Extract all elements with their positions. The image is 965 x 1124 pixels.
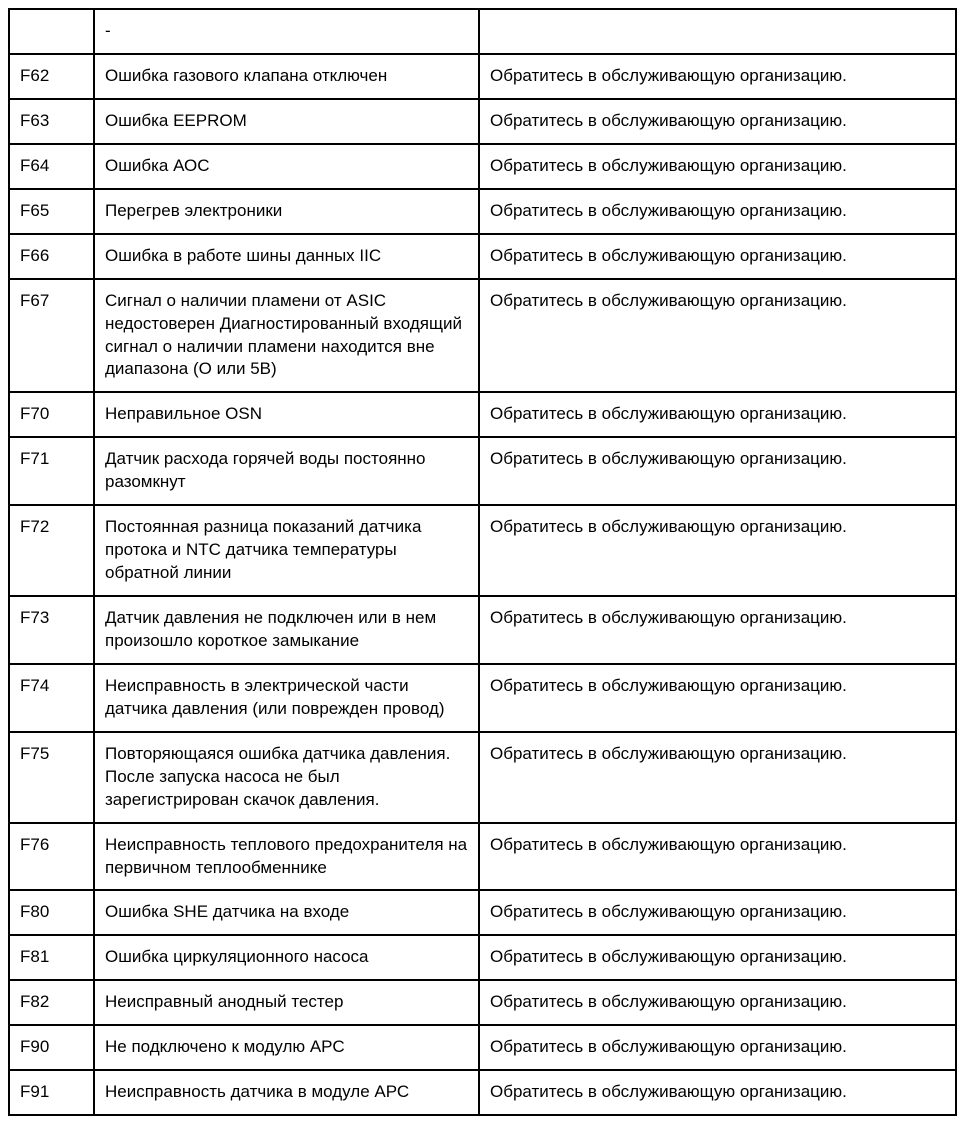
table-row: F66Ошибка в работе шины данных IICОбрати… (9, 234, 956, 279)
error-action-cell: Обратитесь в обслуживающую организацию. (479, 1025, 956, 1070)
error-action-cell: Обратитесь в обслуживающую организацию. (479, 664, 956, 732)
error-action-cell: Обратитесь в обслуживающую организацию. (479, 1070, 956, 1115)
error-action-cell: Обратитесь в обслуживающую организацию. (479, 99, 956, 144)
error-code-cell: F90 (9, 1025, 94, 1070)
error-action-cell: Обратитесь в обслуживающую организацию. (479, 144, 956, 189)
error-action-cell: Обратитесь в обслуживающую организацию. (479, 732, 956, 823)
error-action-cell: Обратитесь в обслуживающую организацию. (479, 980, 956, 1025)
error-description-cell: Не подключено к модулю АРС (94, 1025, 479, 1070)
table-row: F73Датчик давления не подключен или в не… (9, 596, 956, 664)
error-description-cell: Ошибка SHE датчика на входе (94, 890, 479, 935)
error-description-cell: Ошибка EEPROM (94, 99, 479, 144)
error-description-cell: Ошибка в работе шины данных IIC (94, 234, 479, 279)
error-action-cell: Обратитесь в обслуживающую организацию. (479, 935, 956, 980)
error-code-cell: F67 (9, 279, 94, 393)
table-body: -F62Ошибка газового клапана отключенОбра… (9, 9, 956, 1115)
error-action-cell (479, 9, 956, 54)
table-row: F81Ошибка циркуляционного насосаОбратите… (9, 935, 956, 980)
error-code-cell: F63 (9, 99, 94, 144)
error-description-cell: Ошибка циркуляционного насоса (94, 935, 479, 980)
error-action-cell: Обратитесь в обслуживающую организацию. (479, 437, 956, 505)
error-action-cell: Обратитесь в обслуживающую организацию. (479, 189, 956, 234)
table-row: F70Неправильное OSNОбратитесь в обслужив… (9, 392, 956, 437)
error-code-cell: F70 (9, 392, 94, 437)
error-code-cell: F66 (9, 234, 94, 279)
error-action-cell: Обратитесь в обслуживающую организацию. (479, 279, 956, 393)
error-code-cell: F72 (9, 505, 94, 596)
error-description-cell: Сигнал о наличии пламени от ASIC недосто… (94, 279, 479, 393)
error-description-cell: Неисправность датчика в модуле АРС (94, 1070, 479, 1115)
error-description-cell: - (94, 9, 479, 54)
table-row: F75Повторяющаяся ошибка датчика давления… (9, 732, 956, 823)
table-row: F63Ошибка EEPROMОбратитесь в обслуживающ… (9, 99, 956, 144)
table-row: F74Неисправность в электрической части д… (9, 664, 956, 732)
error-action-cell: Обратитесь в обслуживающую организацию. (479, 234, 956, 279)
table-row: - (9, 9, 956, 54)
error-code-cell: F75 (9, 732, 94, 823)
error-action-cell: Обратитесь в обслуживающую организацию. (479, 890, 956, 935)
table-row: F72Постоянная разница показаний датчика … (9, 505, 956, 596)
error-action-cell: Обратитесь в обслуживающую организацию. (479, 54, 956, 99)
error-description-cell: Датчик расхода горячей воды постоянно ра… (94, 437, 479, 505)
table-row: F62Ошибка газового клапана отключенОбрат… (9, 54, 956, 99)
table-row: F64Ошибка АОСОбратитесь в обслуживающую … (9, 144, 956, 189)
error-code-cell: F73 (9, 596, 94, 664)
error-code-cell: F80 (9, 890, 94, 935)
error-description-cell: Неправильное OSN (94, 392, 479, 437)
error-description-cell: Ошибка АОС (94, 144, 479, 189)
error-description-cell: Постоянная разница показаний датчика про… (94, 505, 479, 596)
error-description-cell: Датчик давления не подключен или в нем п… (94, 596, 479, 664)
error-code-cell (9, 9, 94, 54)
table-row: F91Неисправность датчика в модуле АРСОбр… (9, 1070, 956, 1115)
error-code-cell: F81 (9, 935, 94, 980)
error-action-cell: Обратитесь в обслуживающую организацию. (479, 823, 956, 891)
error-description-cell: Перегрев электроники (94, 189, 479, 234)
error-action-cell: Обратитесь в обслуживающую организацию. (479, 596, 956, 664)
error-code-cell: F62 (9, 54, 94, 99)
error-description-cell: Неисправный анодный тестер (94, 980, 479, 1025)
error-code-cell: F64 (9, 144, 94, 189)
error-action-cell: Обратитесь в обслуживающую организацию. (479, 392, 956, 437)
error-codes-table: -F62Ошибка газового клапана отключенОбра… (8, 8, 957, 1116)
error-code-cell: F71 (9, 437, 94, 505)
error-description-cell: Повторяющаяся ошибка датчика давления. П… (94, 732, 479, 823)
table-row: F80Ошибка SHE датчика на входеОбратитесь… (9, 890, 956, 935)
table-row: F65Перегрев электроникиОбратитесь в обсл… (9, 189, 956, 234)
error-description-cell: Неисправность в электрической части датч… (94, 664, 479, 732)
error-code-cell: F74 (9, 664, 94, 732)
table-row: F82Неисправный анодный тестерОбратитесь … (9, 980, 956, 1025)
table-row: F71Датчик расхода горячей воды постоянно… (9, 437, 956, 505)
error-code-cell: F76 (9, 823, 94, 891)
error-code-cell: F91 (9, 1070, 94, 1115)
table-row: F76Неисправность теплового предохранител… (9, 823, 956, 891)
error-description-cell: Неисправность теплового предохранителя н… (94, 823, 479, 891)
error-description-cell: Ошибка газового клапана отключен (94, 54, 479, 99)
error-code-cell: F82 (9, 980, 94, 1025)
table-row: F67Сигнал о наличии пламени от ASIC недо… (9, 279, 956, 393)
error-action-cell: Обратитесь в обслуживающую организацию. (479, 505, 956, 596)
error-code-cell: F65 (9, 189, 94, 234)
table-row: F90Не подключено к модулю АРСОбратитесь … (9, 1025, 956, 1070)
